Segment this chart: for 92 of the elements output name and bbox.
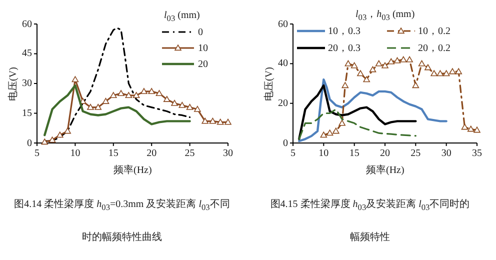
point	[388, 58, 395, 64]
x-tick-label: 25	[410, 148, 421, 159]
line-series	[298, 108, 416, 140]
x-tick-label: 20	[380, 148, 390, 159]
point	[87, 104, 94, 110]
y-tick-label: 20	[278, 98, 288, 109]
point	[326, 130, 334, 136]
point	[163, 96, 170, 102]
legend-label: 20，0.3	[328, 42, 360, 55]
x-tick-label: 20	[146, 148, 157, 159]
y-tick-label: 0	[283, 138, 288, 148]
legend-title: l$_{03}$，h$_{03}$ (mm)	[356, 8, 415, 22]
x-tick-label: 25	[184, 148, 195, 159]
x-axis-title: 频率(Hz)	[366, 164, 404, 177]
legend-label: 10，0.2	[418, 25, 450, 38]
x-tick-label: 15	[349, 148, 360, 159]
y-axis-title: 电压(V)	[262, 66, 276, 100]
point	[412, 82, 420, 88]
point	[338, 120, 346, 126]
point	[48, 136, 56, 143]
point	[148, 88, 155, 94]
y-tick-label: 30	[22, 78, 32, 89]
point	[455, 68, 462, 74]
point	[224, 118, 232, 125]
legend-label: 0	[198, 26, 203, 38]
legend-title: l$_{03}$ (mm)	[164, 10, 200, 22]
line-series	[298, 84, 417, 140]
point	[320, 132, 328, 138]
x-tick-label: 5	[290, 148, 296, 159]
text: 图4.15 柔性梁厚度 h$_{03}$及安装距离 l$_{03}$不同时的幅频特性	[270, 199, 470, 243]
point	[449, 68, 456, 74]
x-tick-label: 10	[70, 148, 80, 159]
y-tick-label: 60	[278, 18, 288, 30]
point	[357, 70, 364, 76]
line-series	[298, 78, 448, 142]
point	[110, 92, 117, 98]
point	[194, 106, 201, 112]
point	[72, 76, 79, 82]
point	[344, 60, 352, 66]
y-tick-label: 0	[27, 138, 32, 148]
x-tick-label: 35	[472, 148, 482, 159]
y-tick-label: 15	[22, 108, 32, 119]
point	[394, 57, 401, 64]
x-tick-label: 10	[318, 148, 329, 159]
x-tick-label: 30	[441, 148, 452, 159]
point	[156, 90, 163, 96]
point	[436, 70, 444, 76]
point	[382, 62, 388, 68]
point	[474, 126, 480, 133]
point	[400, 56, 407, 62]
x-tick-label: 15	[108, 148, 118, 159]
point	[202, 118, 208, 124]
point	[332, 128, 340, 134]
point	[186, 104, 194, 110]
y-tick-label: 60	[22, 18, 32, 30]
point	[369, 66, 376, 72]
point	[94, 104, 102, 110]
text: 图4.14 柔性梁厚度 h$_{03}$=0.3mm 及安装距离 l$_{03}$不同时的幅频特性曲线	[14, 199, 230, 243]
y-tick-label: 40	[278, 58, 288, 70]
point	[56, 132, 64, 138]
point	[430, 70, 438, 76]
legend-label: 10	[198, 42, 208, 54]
point	[342, 82, 349, 88]
point	[375, 60, 382, 66]
y-axis-title: 电压(V)	[6, 66, 20, 100]
point	[467, 126, 474, 132]
point	[424, 64, 432, 70]
point	[102, 98, 110, 104]
x-tick-label: 30	[223, 148, 233, 159]
legend-label: 20，0.2	[418, 42, 450, 55]
y-tick-label: 45	[22, 48, 32, 60]
point	[132, 92, 140, 98]
point	[418, 60, 426, 66]
point	[216, 118, 224, 125]
point	[442, 70, 450, 76]
point	[171, 100, 178, 106]
point	[178, 102, 186, 108]
point	[461, 124, 468, 130]
point	[118, 90, 124, 96]
legend-label: 10，0.3	[328, 25, 360, 38]
point	[64, 128, 71, 134]
x-tick-label: 5	[34, 148, 40, 159]
line-series	[44, 84, 191, 136]
point	[350, 62, 358, 68]
point	[41, 138, 48, 145]
point	[406, 56, 413, 62]
point	[125, 92, 132, 98]
point	[140, 88, 148, 94]
legend-label: 20	[198, 58, 208, 70]
point	[363, 76, 370, 82]
point	[209, 118, 216, 124]
x-axis-title: 频率(Hz)	[114, 164, 152, 177]
